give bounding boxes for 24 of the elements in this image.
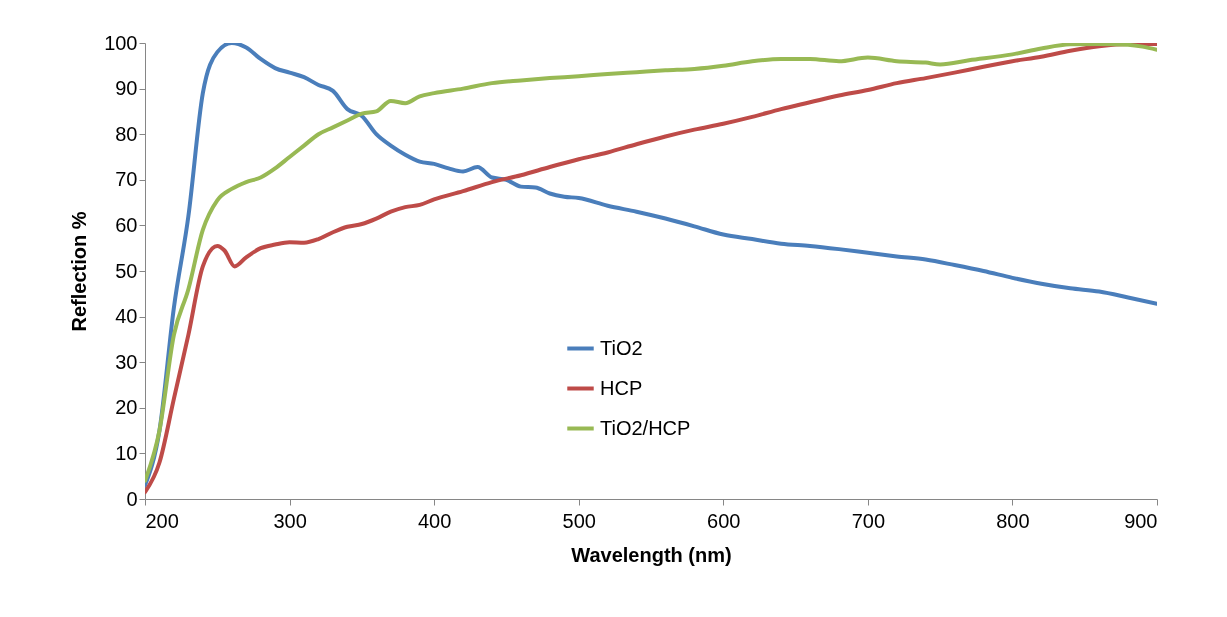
y-tick-label: 90 xyxy=(115,77,138,100)
y-tick-label: 40 xyxy=(115,305,138,328)
x-axis-title: Wavelength (nm) xyxy=(571,543,732,566)
y-tick-label: 50 xyxy=(115,259,138,282)
x-tick-label: 700 xyxy=(851,509,886,532)
y-axis-title: Reflection % xyxy=(68,211,91,332)
y-tick-label: 80 xyxy=(115,122,138,145)
y-tick-label: 30 xyxy=(115,350,138,373)
y-tick-label: 70 xyxy=(115,168,138,191)
y-tick-label: 0 xyxy=(126,487,138,510)
y-tick-label: 10 xyxy=(115,441,138,464)
y-tick-label: 20 xyxy=(115,396,138,419)
legend-label: HCP xyxy=(600,376,643,399)
x-tick-label: 900 xyxy=(1124,509,1158,532)
legend-label: TiO2 xyxy=(600,336,643,359)
legend-label: TiO2/HCP xyxy=(600,416,691,439)
y-tick-label: 60 xyxy=(115,213,138,236)
x-tick-label: 400 xyxy=(417,509,452,532)
x-tick-label: 600 xyxy=(707,509,741,532)
y-tick-label: 100 xyxy=(104,31,138,54)
x-tick-label: 300 xyxy=(273,509,307,532)
x-tick-label: 500 xyxy=(562,509,596,532)
x-tick-label: 200 xyxy=(145,509,179,532)
x-tick-label: 800 xyxy=(996,509,1030,532)
